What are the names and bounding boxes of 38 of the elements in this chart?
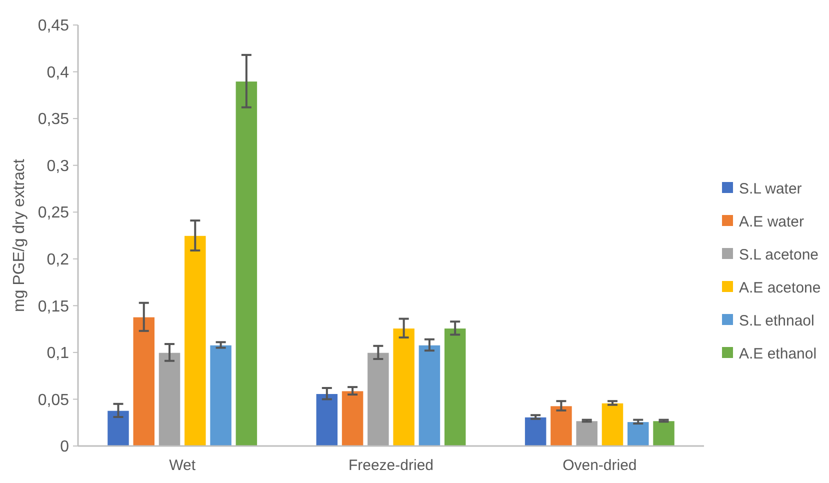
- y-tick-label: 0,4: [46, 64, 70, 82]
- legend-label: S.L acetone: [739, 246, 819, 264]
- bar: [341, 390, 364, 446]
- bar: [652, 420, 676, 446]
- x-tick-label: Oven-dried: [562, 457, 637, 474]
- x-tick-label: Wet: [169, 457, 196, 474]
- bar: [158, 352, 181, 446]
- y-tick-label: 0,05: [38, 392, 70, 409]
- y-axis-title: mg PGE/g dry extract: [11, 158, 28, 312]
- bar: [626, 421, 650, 446]
- bar: [366, 352, 390, 446]
- bar: [418, 344, 441, 446]
- bar: [132, 316, 156, 446]
- legend-label: S.L ethnaol: [739, 312, 814, 330]
- y-tick-label: 0: [60, 438, 70, 456]
- legend-label: S.L water: [739, 180, 802, 198]
- bar: [575, 420, 598, 446]
- y-tick-label: 0,1: [46, 345, 70, 362]
- y-tick-label: 0,35: [38, 111, 70, 128]
- legend-label: A.E ethanol: [739, 345, 817, 362]
- bar: [209, 344, 232, 446]
- legend-label: A.E acetone: [739, 279, 821, 296]
- bar: [184, 235, 207, 446]
- y-tick-label: 0,25: [38, 204, 70, 222]
- bar: [392, 328, 416, 446]
- bar: [315, 393, 338, 446]
- bar: [235, 80, 258, 446]
- bar: [524, 416, 547, 446]
- y-tick-label: 0,3: [46, 158, 70, 175]
- bar: [601, 402, 624, 446]
- bar: [550, 405, 573, 446]
- legend-label: A.E water: [739, 213, 804, 230]
- y-tick-label: 0,15: [38, 298, 70, 316]
- y-tick-label: 0,45: [38, 18, 70, 35]
- bar: [444, 328, 467, 446]
- bar: [106, 410, 130, 446]
- y-tick-label: 0,2: [46, 251, 70, 268]
- x-tick-label: Freeze-dried: [348, 457, 434, 474]
